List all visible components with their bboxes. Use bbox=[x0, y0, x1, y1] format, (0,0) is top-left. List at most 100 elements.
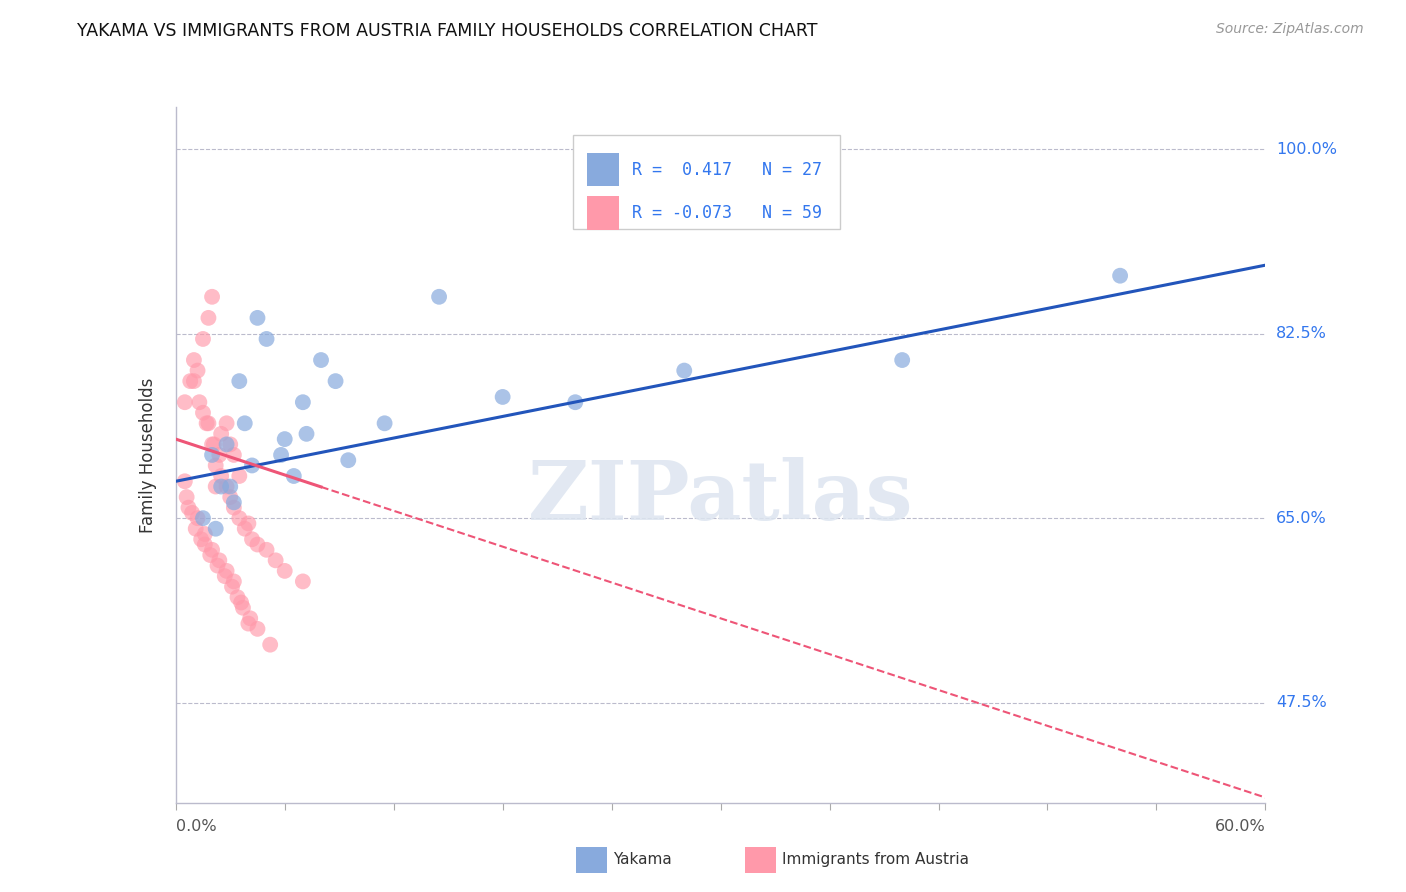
Point bbox=[427, 290, 450, 304]
Point bbox=[246, 622, 269, 636]
Point bbox=[201, 290, 224, 304]
Point bbox=[173, 475, 195, 489]
Point bbox=[219, 490, 242, 504]
Point bbox=[270, 448, 292, 462]
Point bbox=[204, 522, 226, 536]
Point bbox=[219, 437, 242, 451]
Point bbox=[228, 469, 250, 483]
Point bbox=[222, 574, 245, 589]
Point bbox=[209, 469, 232, 483]
Text: 65.0%: 65.0% bbox=[1277, 511, 1327, 525]
Point bbox=[176, 490, 198, 504]
Point bbox=[209, 479, 232, 493]
Text: Immigrants from Austria: Immigrants from Austria bbox=[782, 853, 969, 867]
Point bbox=[197, 310, 219, 325]
Point bbox=[215, 437, 238, 451]
Point bbox=[191, 406, 214, 420]
Point bbox=[191, 511, 214, 525]
Point bbox=[1109, 268, 1132, 283]
Point bbox=[246, 537, 269, 551]
Point bbox=[183, 374, 205, 388]
Point bbox=[256, 542, 278, 557]
Point bbox=[492, 390, 515, 404]
Point bbox=[201, 437, 224, 451]
Point bbox=[337, 453, 360, 467]
Point bbox=[173, 395, 195, 409]
Point bbox=[239, 611, 262, 625]
Point bbox=[222, 448, 245, 462]
Point bbox=[197, 417, 219, 431]
Point bbox=[209, 426, 232, 441]
Point bbox=[214, 569, 236, 583]
Point bbox=[228, 511, 250, 525]
Text: R = -0.073   N = 59: R = -0.073 N = 59 bbox=[633, 204, 823, 222]
Text: 100.0%: 100.0% bbox=[1277, 142, 1337, 157]
Point bbox=[181, 506, 204, 520]
Point bbox=[177, 500, 200, 515]
Point bbox=[274, 564, 297, 578]
Point bbox=[179, 374, 201, 388]
Point bbox=[201, 448, 224, 462]
Point bbox=[891, 353, 914, 368]
Point bbox=[194, 527, 217, 541]
Point bbox=[194, 537, 217, 551]
Point bbox=[222, 495, 245, 509]
Point bbox=[221, 580, 243, 594]
Point bbox=[195, 417, 218, 431]
Point bbox=[202, 437, 225, 451]
Point bbox=[184, 522, 207, 536]
Point bbox=[228, 374, 250, 388]
Y-axis label: Family Households: Family Households bbox=[139, 377, 157, 533]
Point bbox=[238, 516, 260, 531]
Point bbox=[186, 511, 209, 525]
Point bbox=[207, 558, 229, 573]
Point bbox=[564, 395, 586, 409]
Point bbox=[208, 448, 231, 462]
Point bbox=[204, 479, 226, 493]
Point bbox=[274, 432, 297, 446]
Text: ZIPatlas: ZIPatlas bbox=[527, 457, 914, 537]
Point bbox=[233, 522, 256, 536]
Point bbox=[673, 363, 696, 377]
FancyBboxPatch shape bbox=[586, 153, 619, 186]
Point bbox=[264, 553, 287, 567]
Text: 0.0%: 0.0% bbox=[176, 819, 217, 834]
Point bbox=[240, 458, 263, 473]
Text: Source: ZipAtlas.com: Source: ZipAtlas.com bbox=[1216, 22, 1364, 37]
Text: Yakama: Yakama bbox=[613, 853, 672, 867]
Point bbox=[215, 479, 238, 493]
Point bbox=[374, 417, 396, 431]
Text: R =  0.417   N = 27: R = 0.417 N = 27 bbox=[633, 161, 823, 178]
Point bbox=[183, 353, 205, 368]
Text: YAKAMA VS IMMIGRANTS FROM AUSTRIA FAMILY HOUSEHOLDS CORRELATION CHART: YAKAMA VS IMMIGRANTS FROM AUSTRIA FAMILY… bbox=[77, 22, 818, 40]
Point bbox=[238, 616, 260, 631]
Point bbox=[295, 426, 318, 441]
FancyBboxPatch shape bbox=[586, 196, 619, 229]
Point bbox=[222, 500, 245, 515]
Point bbox=[200, 548, 222, 562]
Text: 82.5%: 82.5% bbox=[1277, 326, 1327, 341]
Point bbox=[208, 553, 231, 567]
Point bbox=[256, 332, 278, 346]
Point bbox=[291, 574, 314, 589]
Point bbox=[246, 310, 269, 325]
Point bbox=[219, 479, 242, 493]
Point bbox=[291, 395, 314, 409]
Point bbox=[325, 374, 347, 388]
Point bbox=[201, 542, 224, 557]
Point bbox=[240, 533, 263, 547]
Point bbox=[233, 417, 256, 431]
Text: 60.0%: 60.0% bbox=[1215, 819, 1265, 834]
Point bbox=[204, 458, 226, 473]
Point bbox=[232, 600, 254, 615]
Point bbox=[226, 591, 249, 605]
Point bbox=[309, 353, 332, 368]
Point bbox=[215, 417, 238, 431]
Point bbox=[190, 533, 212, 547]
Text: 47.5%: 47.5% bbox=[1277, 695, 1327, 710]
FancyBboxPatch shape bbox=[574, 135, 841, 229]
Point bbox=[231, 595, 253, 609]
Point bbox=[283, 469, 305, 483]
Point bbox=[215, 564, 238, 578]
Point bbox=[186, 363, 209, 377]
